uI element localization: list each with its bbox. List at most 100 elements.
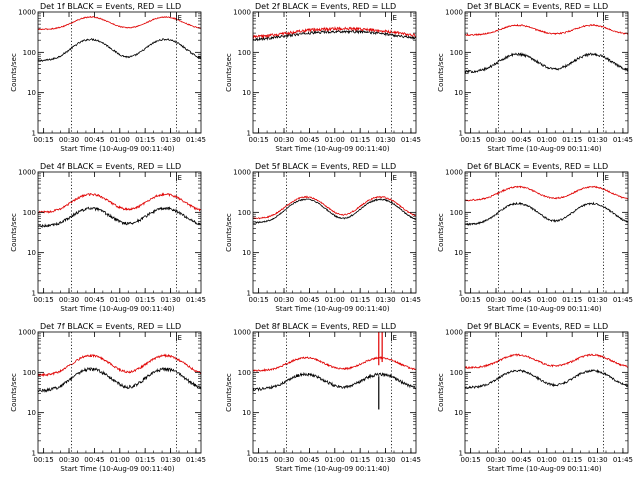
y-tick-label: 100 [238,369,251,377]
panel-title: Det 7f BLACK = Events, RED = LLD [40,322,181,331]
x-tick-label: 01:15 [350,456,370,464]
y-tick-label: 10 [242,89,251,97]
series-events [37,38,202,62]
x-tick-label: 00:30 [59,136,79,144]
flag-label: E [392,334,396,342]
panel-title: Det 6f BLACK = Events, RED = LLD [467,162,608,171]
y-tick-label: 10 [242,409,251,417]
x-tick-label: 00:15 [249,136,269,144]
flag-label: E [177,334,181,342]
x-tick-label: 00:45 [84,296,104,304]
y-tick-label: 1 [247,130,251,138]
x-tick-label: 00:30 [59,456,79,464]
x-tick-label: 01:00 [537,456,557,464]
x-tick-label: 00:15 [249,456,269,464]
y-tick-label: 1 [459,290,463,298]
x-tick-label: 00:45 [84,136,104,144]
y-tick-label: 10 [454,409,463,417]
x-tick-label: 01:15 [135,456,155,464]
x-axis-label: Start Time (10-Aug-09 00:11:40) [275,145,389,153]
flag-label: E [604,334,608,342]
y-axis-label: Counts/sec [437,53,445,92]
x-tick-label: 01:45 [401,456,421,464]
x-tick-label: 01:30 [587,296,607,304]
x-tick-label: 01:00 [325,296,345,304]
series-lld [252,356,417,372]
x-tick-label: 01:30 [375,456,395,464]
y-axis-label: Counts/sec [437,373,445,412]
panel-det4f: Det 4f BLACK = Events, RED = LLD E 1 10 100 1… [10,162,206,313]
y-tick-label: 1000 [445,329,463,337]
y-tick-label: 100 [23,369,36,377]
y-tick-label: 10 [242,249,251,257]
x-tick-label: 00:45 [84,456,104,464]
x-tick-label: 00:15 [461,296,481,304]
x-tick-label: 01:30 [160,296,180,304]
y-tick-label: 100 [450,209,463,217]
flag-label: E [392,174,396,182]
y-tick-label: 1000 [233,329,251,337]
y-tick-label: 1 [247,290,251,298]
series-events [464,201,629,227]
x-axis-label: Start Time (10-Aug-09 00:11:40) [60,305,174,313]
y-tick-label: 1 [459,450,463,458]
y-axis-label: Counts/sec [10,373,18,412]
flag-label: E [177,174,181,182]
x-tick-label: 01:30 [160,456,180,464]
x-tick-label: 00:45 [511,296,531,304]
y-tick-label: 10 [454,89,463,97]
x-tick-label: 01:15 [350,296,370,304]
x-axis-label: Start Time (10-Aug-09 00:11:40) [60,145,174,153]
x-tick-label: 01:15 [562,456,582,464]
y-tick-label: 1 [32,130,36,138]
x-tick-label: 00:15 [34,136,54,144]
x-tick-label: 00:30 [274,296,294,304]
x-tick-label: 01:30 [375,136,395,144]
x-tick-label: 00:45 [299,296,319,304]
x-tick-label: 00:30 [274,456,294,464]
y-tick-label: 1 [32,450,36,458]
x-tick-label: 01:00 [110,296,130,304]
panel-det3f: Det 3f BLACK = Events, RED = LLD E 1 10 100 1… [437,2,633,153]
panel-det5f: Det 5f BLACK = Events, RED = LLD E 1 10 100 1… [225,162,421,313]
x-tick-label: 00:15 [461,136,481,144]
x-axis-label: Start Time (10-Aug-09 00:11:40) [60,465,174,473]
x-tick-label: 00:45 [511,136,531,144]
x-tick-label: 01:00 [325,456,345,464]
x-axis-label: Start Time (10-Aug-09 00:11:40) [487,305,601,313]
y-tick-label: 100 [23,209,36,217]
y-tick-label: 1000 [18,329,36,337]
x-tick-label: 01:00 [537,296,557,304]
series-events [252,371,417,392]
series-lld [37,353,202,378]
x-tick-label: 00:30 [59,296,79,304]
x-axis-label: Start Time (10-Aug-09 00:11:40) [275,465,389,473]
x-tick-label: 00:15 [34,456,54,464]
x-tick-label: 00:15 [461,456,481,464]
x-tick-label: 00:45 [299,136,319,144]
flag-label: E [392,14,396,22]
series-events [38,206,202,229]
x-tick-label: 01:30 [160,136,180,144]
y-tick-label: 1 [247,450,251,458]
y-axis-label: Counts/sec [10,53,18,92]
series-lld [252,25,417,40]
y-tick-label: 10 [27,89,36,97]
x-tick-label: 01:45 [186,456,206,464]
y-tick-label: 1000 [445,169,463,177]
y-tick-label: 100 [23,49,36,57]
y-tick-label: 1 [32,290,36,298]
y-axis-label: Counts/sec [225,53,233,92]
y-tick-label: 10 [27,409,36,417]
series-lld [464,23,629,37]
flag-label: E [604,14,608,22]
y-axis-label: Counts/sec [437,213,445,252]
series-events [252,29,417,42]
panel-title: Det 9f BLACK = Events, RED = LLD [467,322,608,331]
x-tick-label: 00:30 [274,136,294,144]
x-tick-label: 00:15 [249,296,269,304]
x-tick-label: 01:45 [186,296,206,304]
panel-title: Det 4f BLACK = Events, RED = LLD [40,162,181,171]
x-tick-label: 00:30 [486,296,506,304]
